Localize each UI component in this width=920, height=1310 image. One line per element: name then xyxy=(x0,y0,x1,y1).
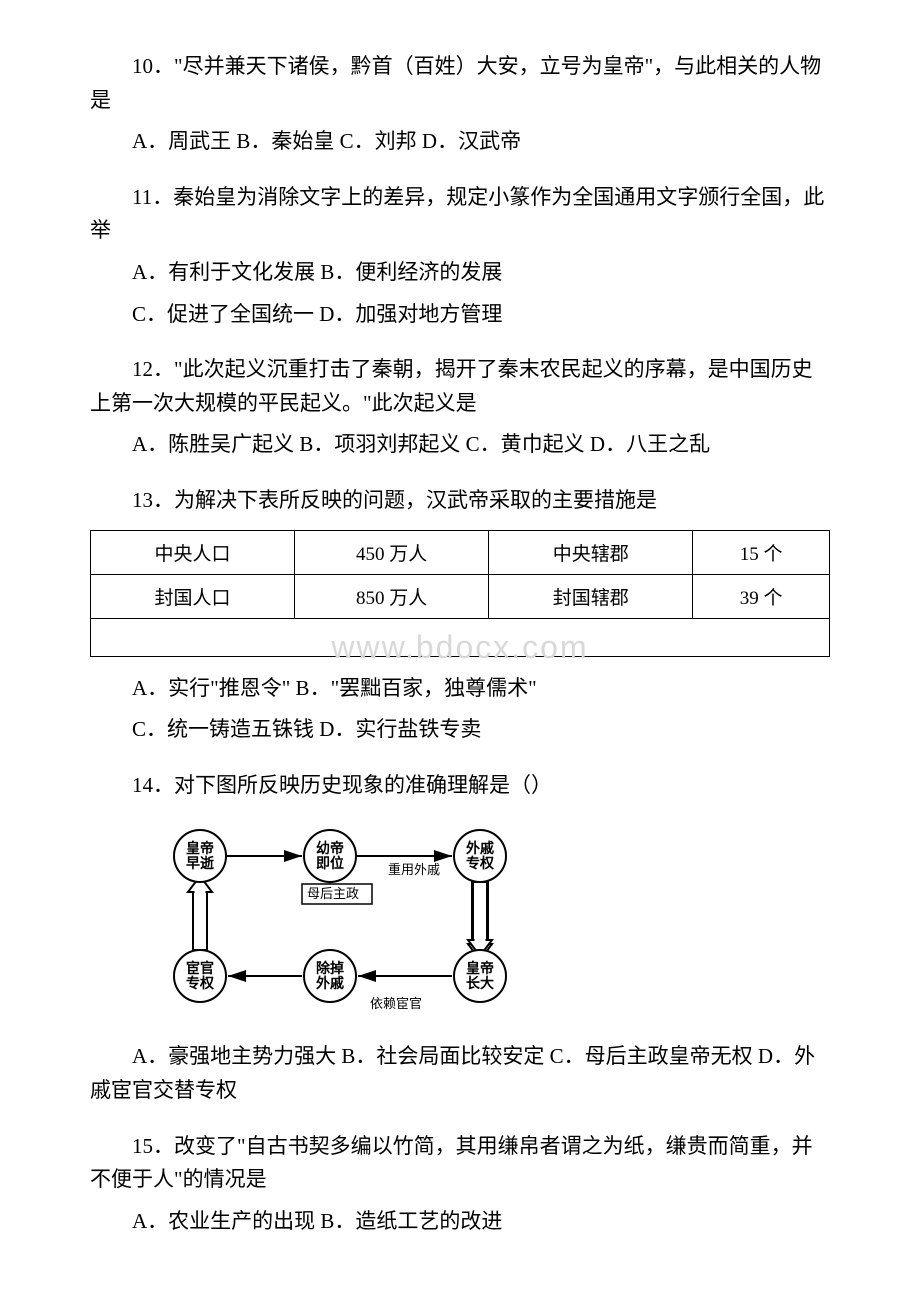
diagram-node: 除掉 外戚 xyxy=(304,950,356,1002)
flowchart-diagram: 重用外戚 母后主政 依赖宦官 xyxy=(140,816,560,1026)
question-options: A．周武王 B．秦始皇 C．刘邦 D．汉武帝 xyxy=(90,125,830,159)
question-12: 12．"此次起义沉重打击了秦朝，揭开了秦末农民起义的序幕，是中国历史上第一次大规… xyxy=(90,353,830,462)
question-text: 10．"尽并兼天下诸侯，黔首（百姓）大安，立号为皇帝"，与此相关的人物是 xyxy=(90,50,830,117)
table-cell: 850 万人 xyxy=(294,574,488,618)
question-14: 14．对下图所反映历史现象的准确理解是（） 重用外戚 母后主政 xyxy=(90,769,830,1108)
svg-text:幼帝: 幼帝 xyxy=(316,840,344,857)
svg-text:专权: 专权 xyxy=(466,855,495,872)
question-options: A．豪强地主势力强大 B．社会局面比较安定 C．母后主政皇帝无权 D．外戚宦官交… xyxy=(90,1040,830,1107)
edge-label: 重用外戚 xyxy=(388,862,440,877)
question-11: 11．秦始皇为消除文字上的差异，规定小篆作为全国通用文字颁行全国，此举 A．有利… xyxy=(90,181,830,331)
svg-text:外戚: 外戚 xyxy=(466,840,494,857)
diagram-node: 宦官 专权 xyxy=(174,950,226,1002)
diagram-node: 幼帝 即位 xyxy=(304,830,356,882)
question-text: 13．为解决下表所反映的问题，汉武帝采取的主要措施是 xyxy=(90,484,830,518)
watermark-text: www.bdocx.com xyxy=(90,629,830,666)
svg-text:即位: 即位 xyxy=(316,855,344,872)
flowchart-svg: 重用外戚 母后主政 依赖宦官 xyxy=(140,816,560,1026)
table-cell: 封国人口 xyxy=(91,574,295,618)
edge-hollow-arrow-up xyxy=(188,876,212,950)
svg-text:除掉: 除掉 xyxy=(316,960,344,977)
question-10: 10．"尽并兼天下诸侯，黔首（百姓）大安，立号为皇帝"，与此相关的人物是 A．周… xyxy=(90,50,830,159)
question-15: 15．改变了"自古书契多编以竹简，其用缣帛者谓之为纸，缣贵而简重，并不便于人"的… xyxy=(90,1130,830,1239)
diagram-node: 皇帝 长大 xyxy=(454,950,506,1002)
diagram-node: 皇帝 早逝 xyxy=(174,830,226,882)
table-cell: 中央人口 xyxy=(91,530,295,574)
svg-text:早逝: 早逝 xyxy=(186,855,215,872)
table-row: 封国人口 850 万人 封国辖郡 39 个 xyxy=(91,574,830,618)
table-cell: 封国辖郡 xyxy=(489,574,693,618)
question-13: 13．为解决下表所反映的问题，汉武帝采取的主要措施是 中央人口 450 万人 中… xyxy=(90,484,830,747)
svg-text:长大: 长大 xyxy=(466,975,494,992)
question-options: A．陈胜吴广起义 B．项羽刘邦起义 C．黄巾起义 D．八王之乱 xyxy=(90,428,830,462)
question-text: 12．"此次起义沉重打击了秦朝，揭开了秦末农民起义的序幕，是中国历史上第一次大规… xyxy=(90,353,830,420)
question-options-a: A．有利于文化发展 B．便利经济的发展 xyxy=(90,256,830,290)
table-cell: 450 万人 xyxy=(294,530,488,574)
question-options-b: C．促进了全国统一 D．加强对地方管理 xyxy=(90,298,830,332)
question-options-b: C．统一铸造五铢钱 D．实行盐铁专卖 xyxy=(90,713,830,747)
svg-text:外戚: 外戚 xyxy=(316,975,344,992)
question-text: 11．秦始皇为消除文字上的差异，规定小篆作为全国通用文字颁行全国，此举 xyxy=(90,181,830,248)
question-options-a: A．农业生产的出现 B．造纸工艺的改进 xyxy=(90,1205,830,1239)
table-cell: 15 个 xyxy=(693,530,830,574)
table-cell: 中央辖郡 xyxy=(489,530,693,574)
question-options-a: A．实行"推恩令" B．"罢黜百家，独尊儒术" xyxy=(90,672,830,706)
svg-text:宦官: 宦官 xyxy=(186,960,214,977)
svg-text:皇帝: 皇帝 xyxy=(466,960,494,977)
question-text: 14．对下图所反映历史现象的准确理解是（） xyxy=(90,769,830,803)
svg-text:皇帝: 皇帝 xyxy=(186,840,214,857)
diagram-node: 外戚 专权 xyxy=(454,830,506,882)
edge-label: 依赖宦官 xyxy=(370,996,422,1011)
svg-text:专权: 专权 xyxy=(186,975,215,992)
question-text: 15．改变了"自古书契多编以竹简，其用缣帛者谓之为纸，缣贵而简重，并不便于人"的… xyxy=(90,1130,830,1197)
diagram-box-label: 母后主政 xyxy=(307,886,359,901)
table-cell: 39 个 xyxy=(693,574,830,618)
table-row: 中央人口 450 万人 中央辖郡 15 个 xyxy=(91,530,830,574)
